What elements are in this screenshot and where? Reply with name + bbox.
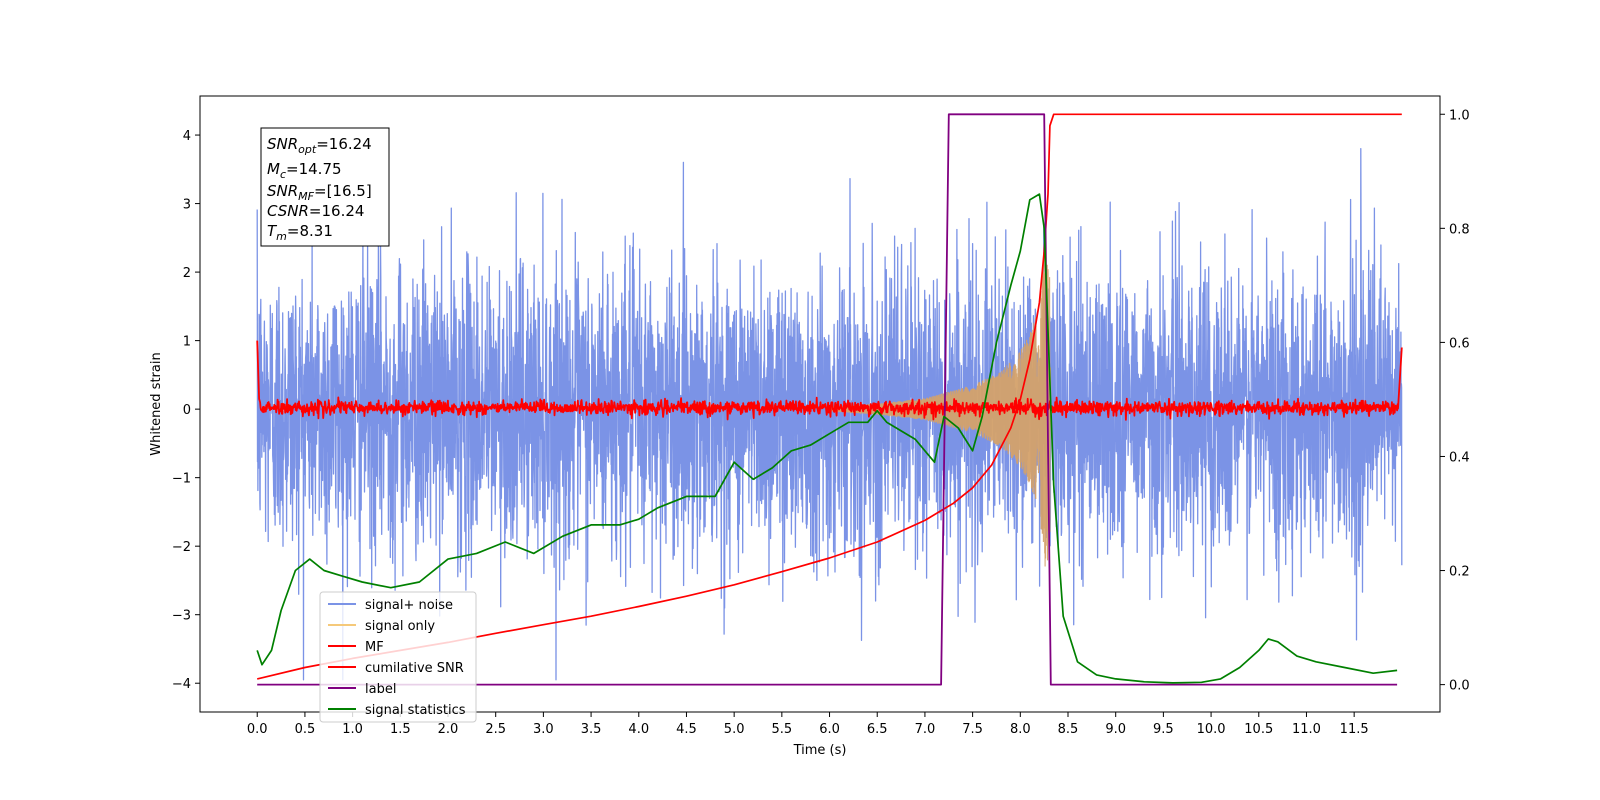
legend-entry: signal only (365, 619, 435, 634)
x-tick-label: 2.5 (485, 722, 506, 737)
legend-entry: signal statistics (365, 703, 466, 718)
x-tick-label: 11.0 (1292, 722, 1321, 737)
x-tick-label: 9.5 (1153, 722, 1174, 737)
y-right-tick-label: 0.0 (1449, 679, 1470, 694)
annotation-csnr: CSNR=16.24 (267, 202, 364, 220)
x-axis: 0.0 0.5 1.0 1.5 2.0 2.5 3.0 3.5 4.0 4.5 5.0 5.5 6.0 6… (247, 712, 1369, 737)
y-left-tick-label: 3 (183, 198, 191, 213)
x-tick-label: 8.0 (1010, 722, 1031, 737)
x-tick-label: 0.5 (295, 722, 316, 737)
mf-line (256, 340, 1403, 421)
y-left-tick-label: −1 (172, 472, 191, 487)
x-tick-label: 4.5 (676, 722, 697, 737)
x-tick-label: 0.0 (247, 722, 268, 737)
x-tick-label: 11.5 (1340, 722, 1369, 737)
legend-entry: label (365, 682, 396, 697)
annotation-chirp-mass: Mc=14.75 (267, 160, 342, 181)
legend-frame (319, 591, 477, 723)
legend: signal+ noise signal only MF cumilative SNR… (319, 591, 477, 723)
y-left-tick-label: 2 (183, 266, 191, 281)
label-line (257, 113, 1398, 686)
legend-entry: signal+ noise (365, 598, 453, 613)
y-right-tick-label: 0.8 (1449, 222, 1470, 237)
plot-frame (199, 95, 1441, 713)
annotation-box: SNRopt=16.24 Mc=14.75 SNRMF=[16.5] CSNR=… (260, 127, 390, 247)
x-tick-label: 2.0 (438, 722, 459, 737)
x-tick-label: 9.0 (1105, 722, 1126, 737)
x-tick-label: 6.5 (867, 722, 888, 737)
y-axis-left: 4 3 2 1 0 −1 −2 −3 −4 (172, 129, 200, 692)
y-left-tick-label: −4 (172, 677, 191, 692)
annotation-merger-time: Tm=8.31 (267, 222, 333, 243)
x-axis-label: Time (s) (793, 743, 847, 758)
x-tick-label: 5.5 (772, 722, 793, 737)
x-tick-label: 3.5 (581, 722, 602, 737)
y-left-tick-label: 4 (183, 129, 191, 144)
x-tick-label: 10.5 (1244, 722, 1273, 737)
signal-plus-noise-line (256, 147, 1403, 681)
x-tick-label: 10.0 (1197, 722, 1226, 737)
y-right-tick-label: 0.4 (1449, 450, 1470, 465)
y-right-tick-label: 0.6 (1449, 336, 1470, 351)
y-axis-label-left: Whitened strain (149, 352, 164, 455)
signal-statistics-line (256, 193, 1398, 684)
x-tick-label: 1.5 (390, 722, 411, 737)
y-right-tick-label: 1.0 (1449, 108, 1470, 123)
x-tick-label: 8.5 (1058, 722, 1079, 737)
x-tick-label: 7.0 (915, 722, 936, 737)
x-tick-label: 3.0 (533, 722, 554, 737)
annotation-snr-mf: SNRMF=[16.5] (267, 182, 372, 203)
y-left-tick-label: −3 (172, 609, 191, 624)
y-left-tick-label: 0 (183, 403, 191, 418)
x-tick-label: 4.0 (628, 722, 649, 737)
x-tick-label: 6.0 (819, 722, 840, 737)
legend-entry: MF (365, 640, 384, 655)
x-tick-label: 7.5 (962, 722, 983, 737)
y-left-tick-label: −2 (172, 540, 191, 555)
annotation-snr-opt: SNRopt=16.24 (267, 135, 372, 156)
y-right-tick-label: 0.2 (1449, 565, 1470, 580)
legend-entry: cumilative SNR (365, 661, 464, 676)
annotation-frame (260, 127, 390, 247)
x-tick-label: 5.0 (724, 722, 745, 737)
y-axis-right: 1.0 0.8 0.6 0.4 0.2 0.0 (1440, 108, 1470, 694)
x-tick-label: 1.0 (342, 722, 363, 737)
y-left-tick-label: 1 (183, 335, 191, 350)
